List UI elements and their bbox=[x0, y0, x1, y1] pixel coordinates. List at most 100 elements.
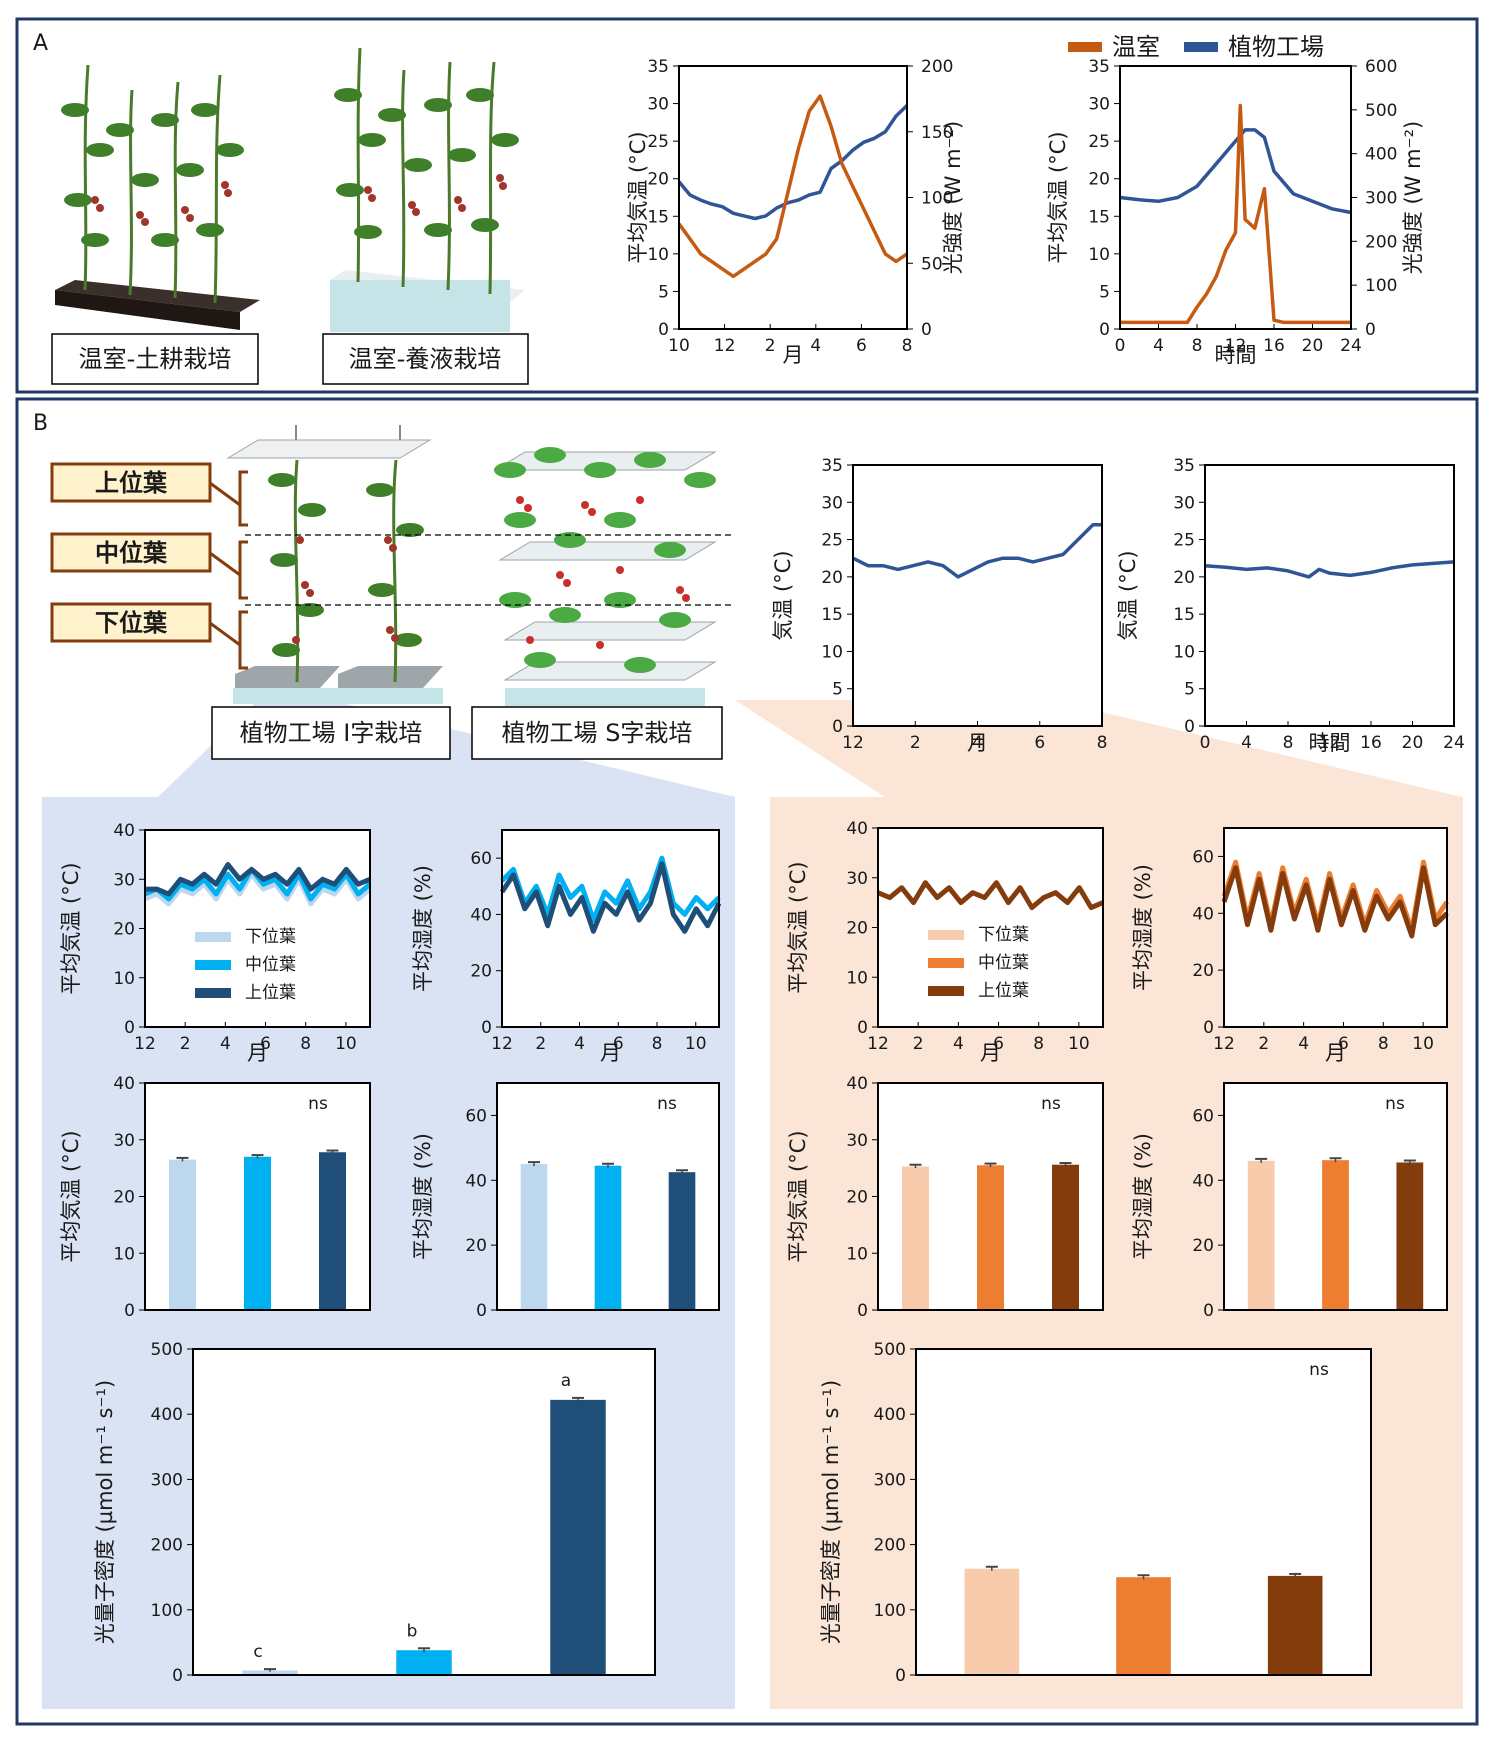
bar bbox=[964, 1568, 1020, 1675]
y2-tick-label: 600 bbox=[1365, 57, 1397, 77]
x-tick-label: 0 bbox=[1115, 336, 1126, 356]
plot-area bbox=[145, 830, 370, 1027]
y-tick-label: 100 bbox=[874, 1601, 906, 1621]
bar bbox=[1116, 1577, 1171, 1675]
y-tick-label: 0 bbox=[124, 1301, 135, 1321]
y-tick-label: 20 bbox=[113, 1188, 135, 1208]
soil-label-box bbox=[51, 333, 259, 385]
plot-frame bbox=[877, 827, 1104, 1028]
series-line-0 bbox=[1119, 128, 1352, 215]
x-tick-label: 2 bbox=[765, 336, 776, 356]
x-tick-label: 8 bbox=[652, 1034, 663, 1054]
plot-frame bbox=[1204, 464, 1455, 727]
y-tick-label: 10 bbox=[1088, 245, 1110, 265]
x-tick-label: 10 bbox=[668, 336, 690, 356]
bar bbox=[1322, 1160, 1349, 1310]
y-tick-label: 35 bbox=[647, 57, 669, 77]
x-tick-label: 6 bbox=[1034, 733, 1045, 753]
y-axis-label: 光量子密度 (µmol m⁻¹ s⁻¹) bbox=[93, 1380, 117, 1644]
s-shape-label: 植物工場 S字栽培 bbox=[502, 719, 693, 747]
y-tick-label: 400 bbox=[151, 1405, 183, 1425]
bar bbox=[1267, 1575, 1323, 1675]
x-tick-label: 2 bbox=[180, 1034, 191, 1054]
y-tick-label: 40 bbox=[113, 821, 135, 841]
x-axis-label: 時間 bbox=[1309, 731, 1351, 755]
y2-tick-label: 0 bbox=[1365, 320, 1376, 340]
x-tick-label: 10 bbox=[1068, 1034, 1090, 1054]
plot-area bbox=[1205, 465, 1454, 726]
lower-leaf-box bbox=[50, 602, 212, 643]
y2-axis-label: 光強度 (W m⁻²) bbox=[941, 121, 965, 274]
x-tick-label: 2 bbox=[910, 733, 921, 753]
i-shape-label: 植物工場 I字栽培 bbox=[240, 719, 423, 747]
bar bbox=[668, 1172, 696, 1310]
panel-b-frame bbox=[15, 397, 1479, 1726]
soil-label: 温室-土耕栽培 bbox=[79, 345, 232, 373]
x-tick-label: 0 bbox=[1200, 733, 1211, 753]
y-tick-label: 0 bbox=[481, 1018, 492, 1038]
y-axis-label: 平均気温 (°C) bbox=[1046, 131, 1070, 263]
y-tick-label: 300 bbox=[874, 1470, 906, 1490]
bar bbox=[977, 1165, 1004, 1310]
chart-ci2: 0 20 40 60 平均湿度 (%) 12 2 4 6 8 10 月 bbox=[411, 829, 722, 1065]
y-tick-label: 20 bbox=[846, 919, 868, 939]
y-tick-label: 60 bbox=[1192, 1106, 1214, 1126]
y-tick-label: 20 bbox=[470, 962, 492, 982]
s-shape-label-box bbox=[471, 706, 723, 760]
plot-area bbox=[853, 465, 1102, 726]
y-axis-label: 平均気温 (°C) bbox=[786, 1130, 810, 1262]
y-tick-label: 35 bbox=[1173, 456, 1195, 476]
y2-tick-label: 400 bbox=[1365, 145, 1397, 165]
chart-bs1: 0 10 20 30 40 平均気温 (°C) ns bbox=[786, 1074, 1104, 1321]
y2-tick-label: 500 bbox=[1365, 101, 1397, 121]
x-tick-label: 12 bbox=[1225, 336, 1247, 356]
y2-tick-label: 50 bbox=[921, 254, 943, 274]
y-tick-label: 0 bbox=[895, 1666, 906, 1686]
chart-bs2: 0 20 40 60 平均湿度 (%) ns bbox=[1131, 1082, 1448, 1321]
chart-cs2: 0 20 40 60 平均湿度 (%) 12 2 4 6 8 10 月 bbox=[1131, 827, 1450, 1065]
significance-letter: b bbox=[407, 1621, 418, 1641]
middle-leaf-box bbox=[50, 532, 212, 573]
x-tick-label: 12 bbox=[714, 336, 736, 356]
legend-swatch bbox=[928, 986, 964, 996]
y-tick-label: 20 bbox=[821, 568, 843, 588]
plot-frame bbox=[144, 829, 371, 1028]
series-line-1 bbox=[1221, 865, 1449, 939]
hydro-label-box bbox=[322, 333, 529, 385]
significance-annotation: ns bbox=[1309, 1360, 1329, 1380]
bar bbox=[169, 1159, 196, 1310]
bar bbox=[1247, 1160, 1275, 1310]
bar bbox=[319, 1152, 346, 1310]
y-axis-label: 平均湿度 (%) bbox=[1131, 864, 1155, 991]
x-tick-label: 12 bbox=[1319, 733, 1341, 753]
legend-swatch bbox=[195, 988, 231, 998]
x-tick-label: 10 bbox=[1412, 1034, 1434, 1054]
y-tick-label: 25 bbox=[1173, 531, 1195, 551]
legend-label: 上位葉 bbox=[245, 983, 296, 1003]
chart-pi: 0 100 200 300 400 500 光量子密度 (µmol m⁻¹ s⁻¹) c b a bbox=[93, 1340, 656, 1686]
plot-frame bbox=[144, 1082, 371, 1311]
y-tick-label: 0 bbox=[124, 1018, 135, 1038]
y-tick-label: 20 bbox=[647, 170, 669, 190]
y-tick-label: 10 bbox=[647, 245, 669, 265]
series-line-0 bbox=[852, 522, 1102, 579]
series-line-0 bbox=[144, 871, 372, 907]
y-axis-label: 平均湿度 (%) bbox=[411, 865, 435, 992]
x-tick-label: 4 bbox=[1241, 733, 1252, 753]
y-tick-label: 60 bbox=[1192, 847, 1214, 867]
y-tick-label: 40 bbox=[465, 1171, 487, 1191]
y-axis-label: 気温 (°C) bbox=[1116, 550, 1140, 640]
hydroponic-cultivation-illustration bbox=[330, 47, 525, 332]
legend-swatch bbox=[928, 930, 964, 940]
x-tick-label: 6 bbox=[260, 1034, 271, 1054]
x-tick-label: 24 bbox=[1443, 733, 1465, 753]
x-tick-label: 8 bbox=[1097, 733, 1108, 753]
x-tick-label: 16 bbox=[1263, 336, 1285, 356]
significance-letter: a bbox=[561, 1371, 571, 1391]
plot-frame bbox=[192, 1348, 656, 1676]
legend-swatch bbox=[195, 932, 231, 942]
legend-label: 下位葉 bbox=[978, 925, 1029, 945]
bar bbox=[396, 1650, 452, 1675]
plot-frame bbox=[1223, 1082, 1448, 1311]
